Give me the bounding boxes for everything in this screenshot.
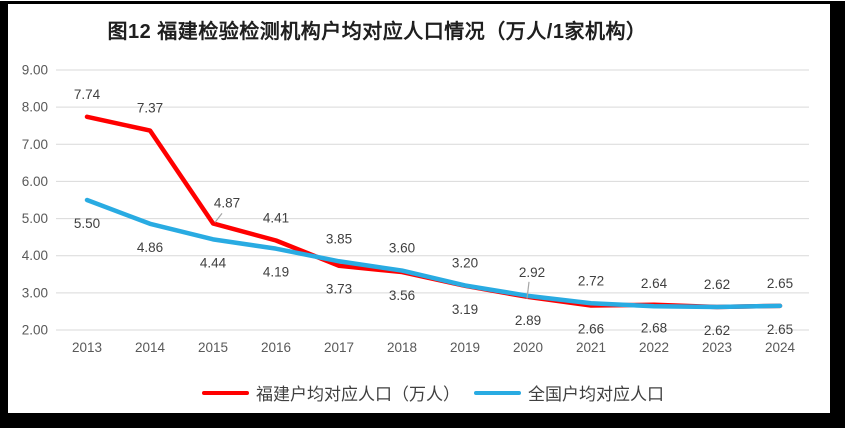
legend-label-fujian: 福建户均对应人口（万人） (256, 385, 460, 404)
data-label: 4.41 (263, 210, 289, 225)
x-tick-label: 2024 (765, 340, 796, 355)
data-label: 2.62 (704, 277, 730, 292)
x-tick-label: 2023 (702, 340, 732, 355)
legend-item-fujian: 福建户均对应人口（万人） (202, 380, 460, 405)
x-tick-label: 2019 (450, 340, 480, 355)
data-label: 5.50 (74, 216, 100, 231)
data-label: 3.85 (326, 231, 352, 246)
y-tick-label: 4.00 (22, 248, 48, 263)
y-tick-label: 8.00 (22, 100, 48, 115)
data-label: 7.74 (74, 87, 101, 102)
data-label: 4.44 (200, 255, 227, 270)
x-tick-label: 2017 (324, 340, 354, 355)
label-leader-line (526, 281, 530, 299)
data-label: 2.62 (704, 323, 730, 338)
x-tick-label: 2014 (135, 340, 166, 355)
x-tick-label: 2018 (387, 340, 417, 355)
x-tick-label: 2021 (576, 340, 606, 355)
data-label: 2.65 (767, 276, 793, 291)
legend-label-national: 全国户均对应人口 (528, 385, 664, 404)
x-tick-label: 2022 (639, 340, 669, 355)
data-label: 2.65 (767, 322, 793, 337)
legend-item-national: 全国户均对应人口 (474, 380, 664, 405)
fujian-line-swatch (202, 390, 249, 395)
data-label: 4.19 (263, 265, 289, 280)
x-tick-label: 2013 (72, 340, 102, 355)
y-tick-label: 3.00 (22, 285, 48, 300)
x-tick-label: 2020 (513, 340, 543, 355)
data-label: 2.89 (515, 313, 541, 328)
data-label: 3.73 (326, 282, 352, 297)
y-tick-label: 9.00 (22, 63, 48, 78)
data-label: 4.87 (214, 195, 240, 210)
data-label: 2.72 (578, 273, 604, 288)
national-line-swatch (474, 390, 521, 395)
data-label: 7.37 (137, 101, 163, 116)
data-label: 2.92 (519, 265, 545, 280)
data-label: 2.68 (641, 321, 667, 336)
data-label: 2.64 (641, 276, 668, 291)
chart-title: 图12 福建检验检测机构户均对应人口情况（万人/1家机构） (107, 21, 647, 43)
y-tick-label: 6.00 (22, 174, 48, 189)
data-label: 3.19 (452, 302, 478, 317)
x-tick-label: 2016 (261, 340, 291, 355)
chart-legend: 福建户均对应人口（万人） 全国户均对应人口 (202, 380, 664, 405)
y-tick-label: 7.00 (22, 137, 48, 152)
national-line (84, 197, 783, 310)
y-tick-label: 2.00 (22, 323, 48, 338)
y-tick-label: 5.00 (22, 211, 48, 226)
data-label: 3.60 (389, 241, 415, 256)
x-tick-label: 2015 (198, 340, 228, 355)
data-label: 2.66 (578, 321, 604, 336)
data-label: 4.86 (137, 240, 163, 255)
data-label: 3.20 (452, 255, 478, 270)
data-label: 3.56 (389, 288, 415, 303)
label-leader-line (214, 213, 223, 223)
